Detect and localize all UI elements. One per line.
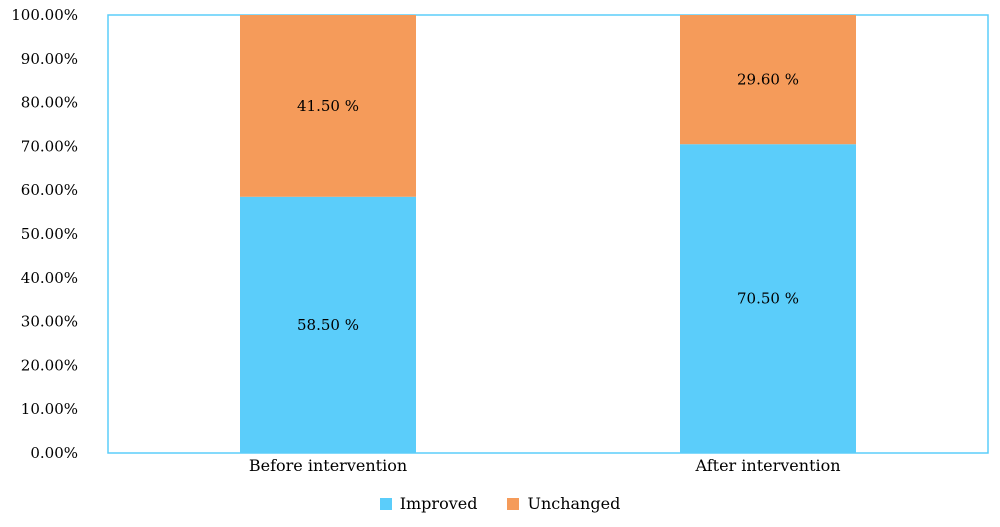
- y-tick-label: 100.00%: [11, 6, 78, 24]
- legend-label-improved: Improved: [399, 494, 478, 513]
- bar-segment-improved: [240, 196, 416, 453]
- y-tick-label: 40.00%: [21, 269, 78, 287]
- bar-data-label: 70.50 %: [737, 290, 799, 308]
- y-tick-label: 90.00%: [21, 50, 78, 68]
- y-tick-label: 60.00%: [21, 181, 78, 199]
- y-tick-label: 0.00%: [30, 444, 78, 462]
- plot-border: [107, 14, 989, 454]
- legend-item-improved: Improved: [379, 494, 478, 513]
- y-tick-label: 30.00%: [21, 313, 78, 331]
- bar-data-label: 29.60 %: [737, 71, 799, 89]
- y-tick-label: 70.00%: [21, 137, 78, 155]
- legend-swatch-unchanged: [507, 497, 520, 510]
- legend-item-unchanged: Unchanged: [507, 494, 620, 513]
- x-tick-label: After intervention: [694, 456, 840, 475]
- bar-data-label: 41.50 %: [297, 97, 359, 115]
- x-tick-label: Before intervention: [249, 456, 407, 475]
- bar-segment-unchanged: [240, 15, 416, 197]
- y-tick-label: 80.00%: [21, 94, 78, 112]
- legend-swatch-improved: [379, 497, 392, 510]
- y-tick-label: 10.00%: [21, 400, 78, 418]
- y-tick-label: 20.00%: [21, 356, 78, 374]
- chart-legend: Improved Unchanged: [0, 494, 1000, 513]
- bar-data-label: 58.50 %: [297, 316, 359, 334]
- bar-segment-improved: [680, 144, 856, 453]
- y-tick-label: 50.00%: [21, 225, 78, 243]
- legend-label-unchanged: Unchanged: [527, 494, 621, 513]
- bar-segment-unchanged: [680, 15, 856, 145]
